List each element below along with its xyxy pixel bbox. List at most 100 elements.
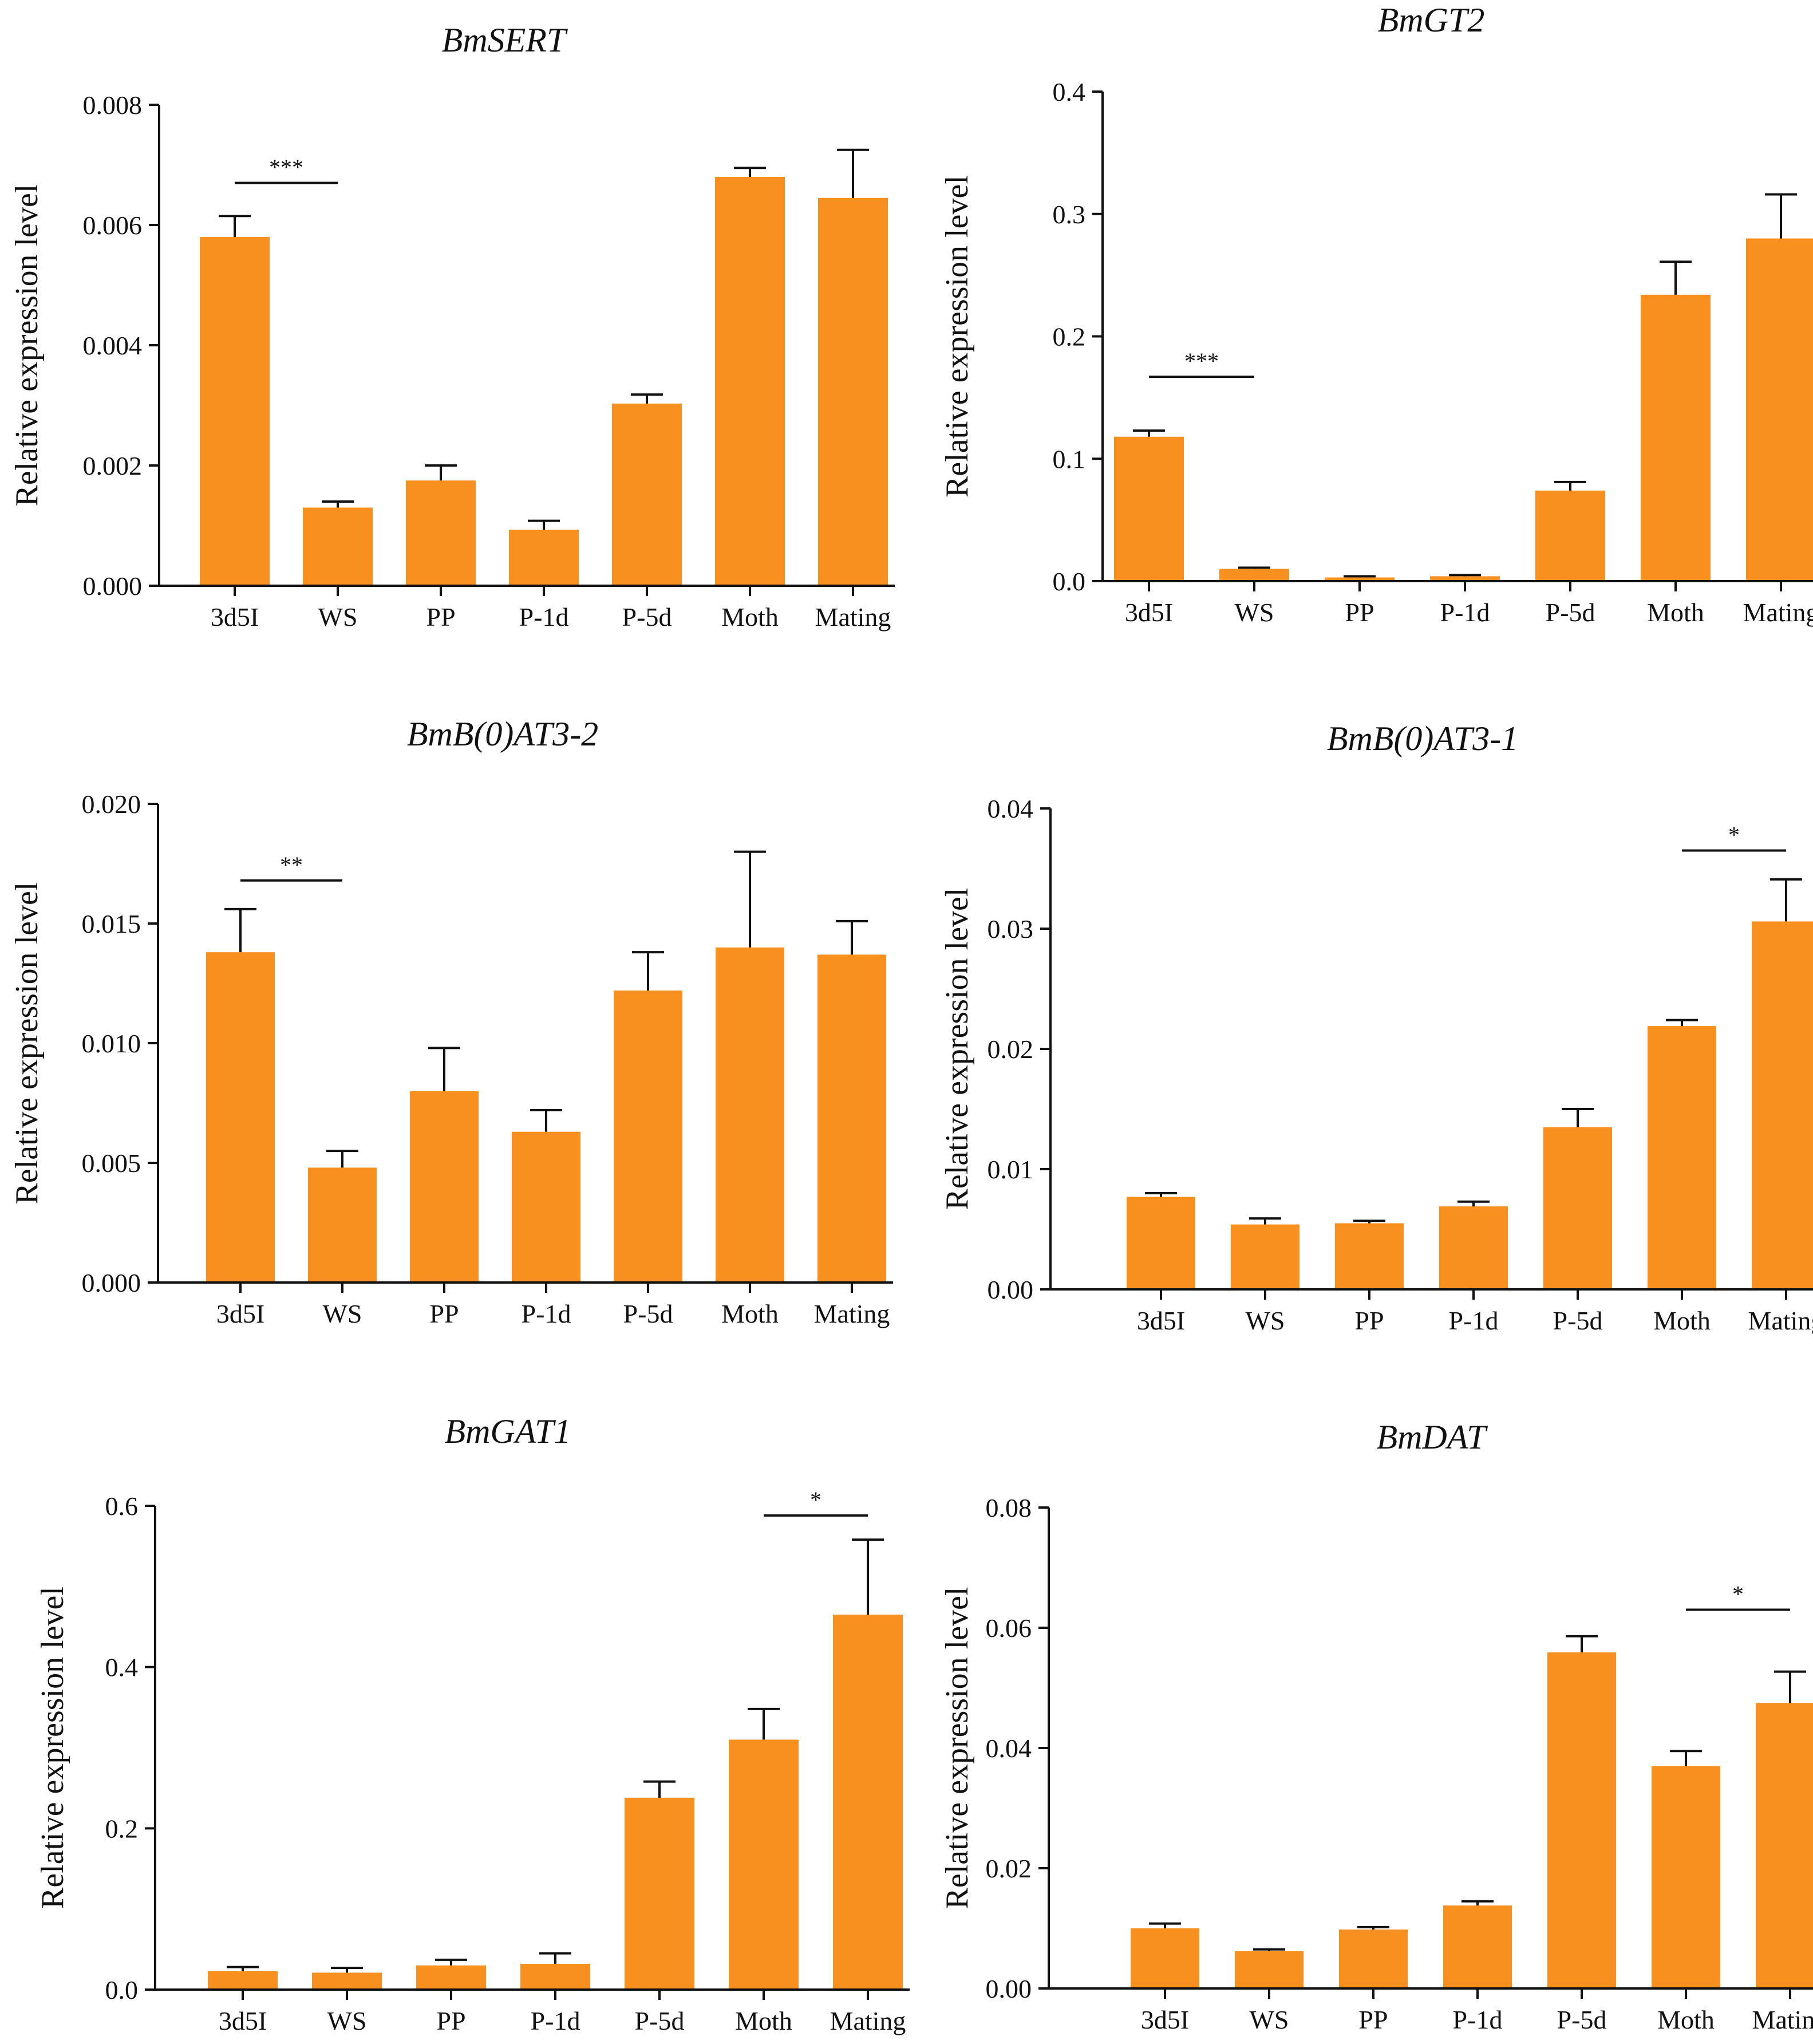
bar-WS xyxy=(1231,1224,1299,1289)
chart-title: BmGT2 xyxy=(1378,1,1485,39)
x-tick-label: 3d5I xyxy=(1125,598,1173,627)
bar-3d5I xyxy=(1114,436,1184,581)
x-tick-label: P-5d xyxy=(623,1299,673,1328)
bar-P-5d xyxy=(1547,1652,1616,1988)
x-tick-label: P-1d xyxy=(1453,2005,1503,2034)
x-tick-label: P-5d xyxy=(622,602,672,632)
chart-panel-1: BmSERT Relative expression level 0.000 0.00… xyxy=(9,21,895,632)
bar-P-5d xyxy=(614,991,682,1283)
x-tick-label: WS xyxy=(1250,2005,1289,2034)
bar-WS xyxy=(308,1167,377,1283)
bar-PP xyxy=(416,1965,486,1990)
bar-WS xyxy=(1235,1951,1304,1988)
x-tick-label: 3d5I xyxy=(1141,2005,1189,2034)
y-tick-label: 0.4 xyxy=(105,1653,139,1682)
x-tick-label: WS xyxy=(1246,1306,1285,1335)
y-axis-label: Relative expression level xyxy=(939,175,975,498)
y-tick-label: 0.6 xyxy=(105,1491,139,1521)
bar-Moth xyxy=(716,947,784,1283)
error-bar-3d5I xyxy=(219,215,251,237)
error-bar-Mating xyxy=(1765,193,1797,239)
bar-PP xyxy=(406,480,476,586)
error-bar-P-5d xyxy=(1566,1635,1598,1653)
x-tick-label: P-1d xyxy=(1449,1306,1499,1335)
x-tick-label: P-5d xyxy=(635,2006,685,2035)
bar-P-1d xyxy=(1443,1905,1512,1988)
bar-Moth xyxy=(1641,294,1711,581)
y-axis-label: Relative expression level xyxy=(939,888,975,1210)
error-bar-Moth xyxy=(1670,1750,1702,1766)
bar-P-5d xyxy=(1535,490,1605,581)
x-tick-label: Mating xyxy=(1743,598,1813,627)
x-tick-label: PP xyxy=(1354,1306,1384,1335)
x-tick-label: 3d5I xyxy=(211,602,259,632)
chart-title: BmDAT xyxy=(1376,1418,1488,1456)
error-bar-PP xyxy=(435,1958,467,1966)
y-tick-label: 0.010 xyxy=(82,1029,141,1058)
y-axis-label: Relative expression level xyxy=(9,882,45,1205)
x-tick-label: Moth xyxy=(1653,1306,1711,1335)
error-bar-PP xyxy=(1344,575,1376,578)
chart-panel-3: BmB(0)AT3-2 Relative expression level 0.00… xyxy=(9,715,893,1328)
chart-title: BmB(0)AT3-1 xyxy=(1327,720,1518,757)
error-bar-P-1d xyxy=(528,519,560,530)
y-tick-label: 0.006 xyxy=(83,211,143,240)
error-bar-Mating xyxy=(837,148,869,198)
x-tick-label: Moth xyxy=(1657,2005,1715,2034)
y-tick-label: 0.02 xyxy=(988,1035,1034,1064)
y-tick-label: 0.0 xyxy=(105,1975,139,2004)
bar-PP xyxy=(1335,1223,1404,1289)
error-bar-Mating xyxy=(1774,1670,1806,1703)
error-bar-3d5I xyxy=(1145,1192,1177,1197)
bar-P-5d xyxy=(612,403,682,586)
x-tick-label: PP xyxy=(436,2006,465,2035)
bar-P-5d xyxy=(1543,1127,1612,1289)
y-tick-label: 0.01 xyxy=(988,1155,1034,1184)
y-tick-label: 0.00 xyxy=(986,1974,1032,2003)
bar-Moth xyxy=(715,177,785,586)
bar-Mating xyxy=(1756,1703,1813,1988)
y-tick-label: 0.2 xyxy=(1053,322,1086,352)
y-tick-label: 0.004 xyxy=(83,331,143,360)
bar-PP xyxy=(1325,577,1395,581)
chart-title: BmB(0)AT3-2 xyxy=(407,715,598,753)
error-bar-P-5d xyxy=(632,951,664,991)
error-bar-WS xyxy=(322,500,354,508)
x-tick-label: PP xyxy=(426,602,455,632)
error-bar-3d5I xyxy=(224,907,256,953)
significance-label: * xyxy=(1728,822,1740,848)
y-axis-label: Relative expression level xyxy=(35,1587,70,1909)
x-tick-label: P-1d xyxy=(522,1299,571,1328)
x-tick-label: Mating xyxy=(830,2006,906,2035)
y-tick-label: 0.02 xyxy=(986,1854,1032,1883)
x-tick-label: P-5d xyxy=(1553,1306,1603,1335)
error-bar-P-1d xyxy=(1449,574,1481,577)
bar-WS xyxy=(312,1972,382,1990)
y-tick-label: 0.04 xyxy=(988,794,1034,823)
y-tick-label: 0.1 xyxy=(1053,444,1086,473)
y-tick-label: 0.008 xyxy=(83,90,143,120)
bar-3d5I xyxy=(1131,1928,1199,1988)
error-bar-Moth xyxy=(734,850,766,948)
bar-Mating xyxy=(818,198,888,586)
x-tick-label: P-5d xyxy=(1546,598,1595,627)
bar-3d5I xyxy=(200,237,270,586)
error-bar-Moth xyxy=(734,167,766,177)
y-axis-label: Relative expression level xyxy=(9,184,45,507)
bar-P-1d xyxy=(512,1131,580,1283)
x-tick-label: Moth xyxy=(735,2006,792,2035)
y-tick-label: 0.06 xyxy=(986,1613,1032,1643)
y-tick-label: 0.0 xyxy=(1053,567,1086,596)
error-bar-P-5d xyxy=(1562,1108,1594,1127)
chart-title: BmGAT1 xyxy=(444,1412,571,1450)
x-tick-label: Mating xyxy=(814,1299,890,1328)
significance-label: *** xyxy=(1184,348,1219,374)
error-bar-PP xyxy=(428,1047,460,1091)
error-bar-PP xyxy=(1357,1925,1389,1930)
x-tick-label: 3d5I xyxy=(1137,1306,1185,1335)
x-tick-label: Mating xyxy=(1748,1306,1813,1335)
bar-PP xyxy=(1339,1929,1408,1988)
x-tick-label: PP xyxy=(429,1299,459,1328)
x-tick-label: 3d5I xyxy=(216,1299,264,1328)
error-bar-Mating xyxy=(852,1538,884,1615)
